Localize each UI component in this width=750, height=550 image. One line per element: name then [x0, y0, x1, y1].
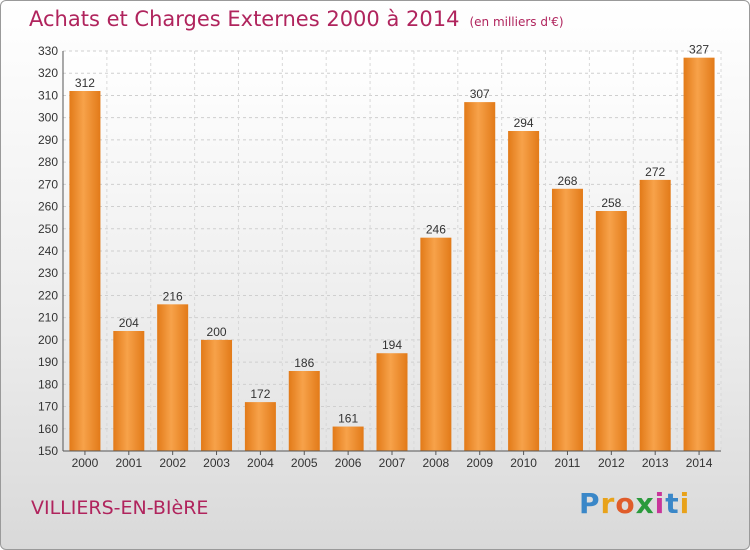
y-tick-label: 170	[38, 400, 58, 414]
x-tick-label: 2006	[335, 456, 362, 470]
bar-value-label: 246	[426, 223, 446, 237]
y-tick-label: 250	[38, 222, 58, 236]
bar-value-label: 161	[338, 412, 358, 426]
x-tick-label: 2014	[686, 456, 713, 470]
bar-value-label: 307	[470, 87, 490, 101]
y-tick-label: 160	[38, 422, 58, 436]
proxiti-logo: Proxiti	[579, 487, 690, 520]
y-tick-label: 290	[38, 133, 58, 147]
x-tick-label: 2013	[642, 456, 669, 470]
x-tick-label: 2004	[247, 456, 274, 470]
x-tick-label: 2009	[466, 456, 493, 470]
logo-letter: P	[579, 487, 601, 520]
x-tick-label: 2001	[115, 456, 142, 470]
y-tick-label: 190	[38, 355, 58, 369]
y-tick-label: 230	[38, 266, 58, 280]
x-tick-label: 2011	[555, 456, 581, 470]
bar-value-label: 272	[645, 165, 665, 179]
bar	[595, 211, 627, 451]
bar-value-label: 312	[75, 76, 95, 90]
bar-value-label: 258	[601, 196, 621, 210]
bar	[639, 179, 671, 451]
bar-layer	[69, 57, 715, 452]
bar-value-label: 194	[382, 338, 402, 352]
y-tick-label: 310	[38, 88, 58, 102]
logo-letter: x	[635, 487, 655, 520]
bar	[332, 426, 364, 451]
bar-value-label: 216	[163, 289, 183, 303]
x-tick-label: 2012	[598, 456, 625, 470]
logo-letter: i	[654, 487, 666, 520]
bar	[69, 91, 101, 451]
axis-layer: 150 160 170 180 190 200 210 220 230 240 250 260 270 2…	[38, 43, 721, 470]
y-tick-label: 210	[38, 311, 58, 325]
y-tick-label: 330	[38, 44, 58, 58]
x-tick-label: 2008	[423, 456, 450, 470]
y-tick-label: 220	[38, 288, 58, 302]
bar-value-label: 172	[250, 387, 270, 401]
bar	[244, 402, 276, 451]
logo-letter: t	[665, 487, 680, 520]
bar	[551, 188, 583, 451]
y-tick-label: 270	[38, 177, 58, 191]
y-tick-label: 320	[38, 66, 58, 80]
bar	[420, 237, 452, 451]
bar	[288, 371, 320, 451]
bar-value-label: 268	[557, 174, 577, 188]
logo-letter: r	[600, 487, 616, 520]
bar-value-label: 200	[207, 325, 227, 339]
x-tick-label: 2002	[159, 456, 186, 470]
commune-name: VILLIERS-EN-BIèRE	[31, 497, 209, 519]
y-tick-label: 240	[38, 244, 58, 258]
y-tick-label: 300	[38, 111, 58, 125]
bar-value-label: 186	[294, 356, 314, 370]
y-tick-label: 180	[38, 377, 58, 391]
bar-value-label: 327	[689, 43, 709, 57]
bar	[464, 102, 496, 451]
bar	[508, 131, 540, 451]
y-tick-label: 260	[38, 200, 58, 214]
x-tick-label: 2000	[72, 456, 99, 470]
x-tick-label: 2003	[203, 456, 230, 470]
bar-value-label: 204	[119, 316, 139, 330]
bar	[683, 57, 715, 452]
logo-letter: o	[615, 487, 636, 520]
bar	[201, 339, 233, 451]
chart-title: Achats et Charges Externes 2000 à 2014 (e…	[29, 7, 564, 31]
bar	[376, 353, 408, 451]
logo-letter: i	[679, 487, 691, 520]
chart-subtitle: (en milliers d'€)	[469, 15, 564, 29]
bar	[113, 331, 145, 451]
bar-value-label: 294	[514, 116, 534, 130]
chart-title-text: Achats et Charges Externes 2000 à 2014	[29, 7, 460, 31]
x-tick-label: 2005	[291, 456, 318, 470]
y-tick-label: 280	[38, 155, 58, 169]
y-tick-label: 200	[38, 333, 58, 347]
x-tick-label: 2007	[379, 456, 406, 470]
bar	[157, 304, 189, 451]
x-tick-label: 2010	[510, 456, 537, 470]
y-tick-label: 150	[38, 444, 58, 458]
